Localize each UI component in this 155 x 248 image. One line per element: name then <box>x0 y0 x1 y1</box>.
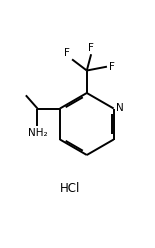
Text: F: F <box>108 62 114 72</box>
Text: F: F <box>64 48 70 59</box>
Text: F: F <box>88 43 94 53</box>
Text: NH₂: NH₂ <box>28 128 48 138</box>
Text: N: N <box>116 103 124 113</box>
Text: HCl: HCl <box>60 182 80 195</box>
